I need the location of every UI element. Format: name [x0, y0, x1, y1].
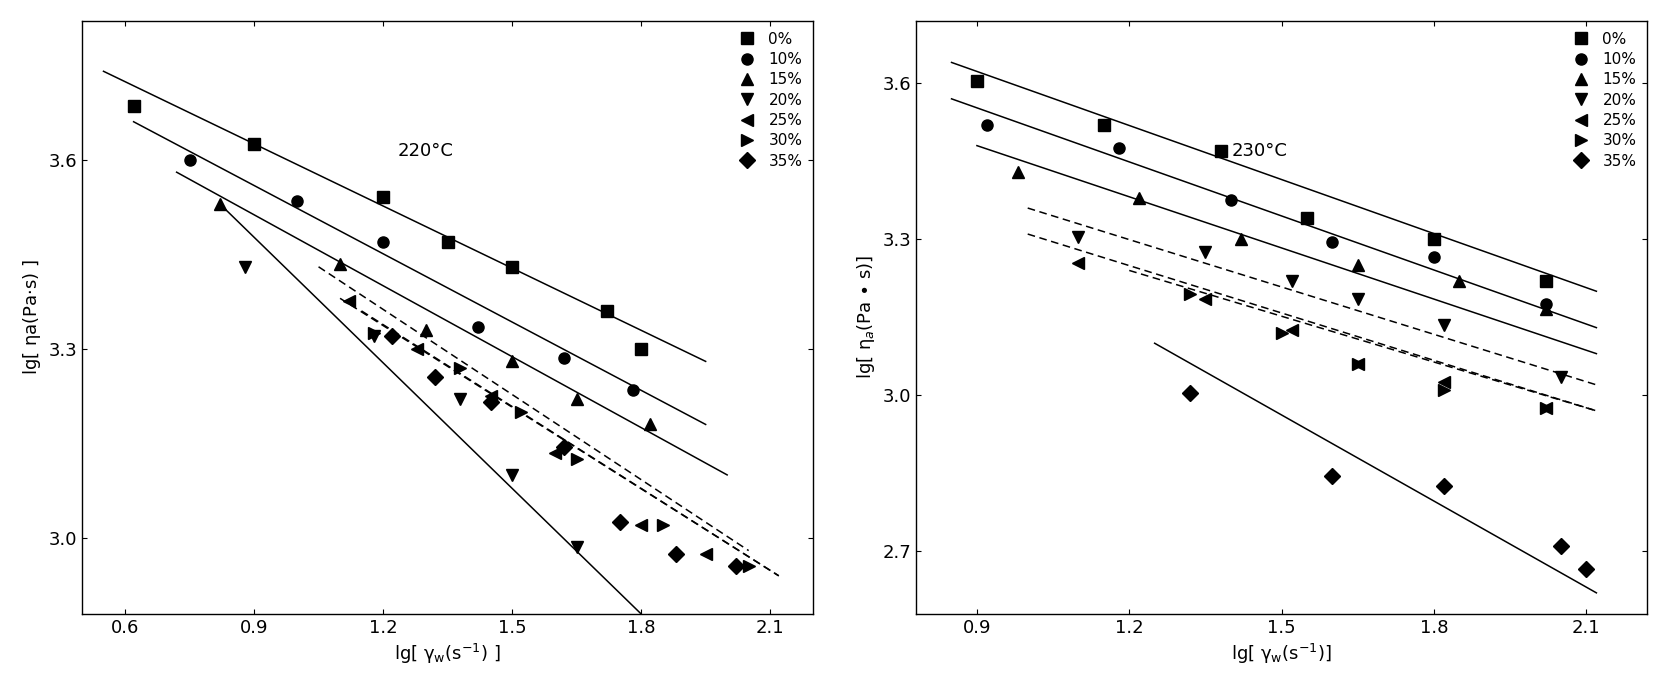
Legend: 0%, 10%, 15%, 20%, 25%, 30%, 35%: 0%, 10%, 15%, 20%, 25%, 30%, 35% [726, 25, 809, 174]
Text: 230°C: 230°C [1231, 142, 1288, 160]
Y-axis label: lg[ $\mathregular{\eta}_a$(Pa $\bullet$ s)]: lg[ $\mathregular{\eta}_a$(Pa $\bullet$ … [854, 255, 877, 379]
X-axis label: lg[ $\mathregular{\gamma_w}$(s$^{-1}$) ]: lg[ $\mathregular{\gamma_w}$(s$^{-1}$) ] [394, 642, 500, 666]
Legend: 0%, 10%, 15%, 20%, 25%, 30%, 35%: 0%, 10%, 15%, 20%, 25%, 30%, 35% [1560, 25, 1643, 174]
X-axis label: lg[ $\mathregular{\gamma_w}$(s$^{-1}$)]: lg[ $\mathregular{\gamma_w}$(s$^{-1}$)] [1231, 642, 1333, 666]
Y-axis label: lg[ $\mathregular{\eta}$a(Pa·s) ]: lg[ $\mathregular{\eta}$a(Pa·s) ] [20, 259, 43, 375]
Text: 220°C: 220°C [397, 142, 454, 160]
